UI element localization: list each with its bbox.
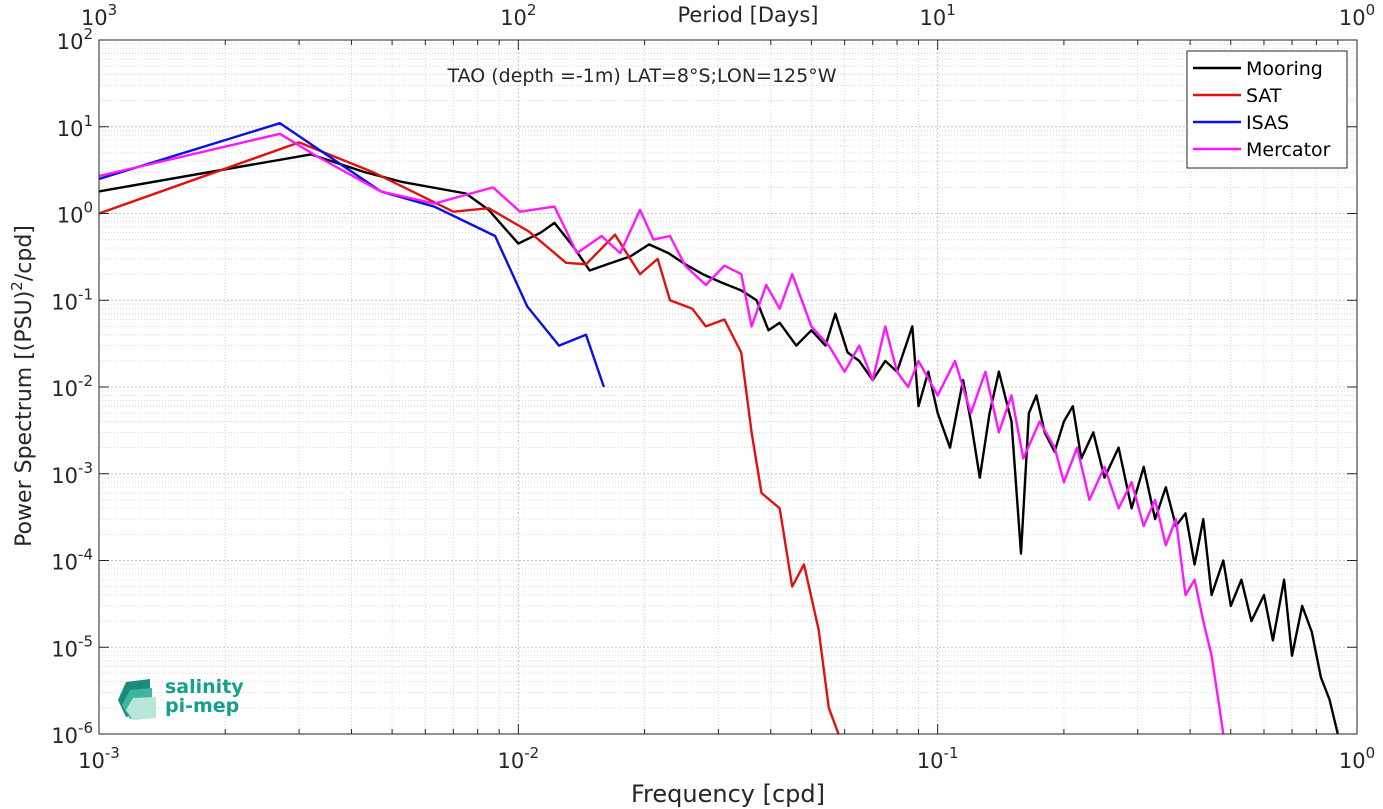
logo-mark-front (126, 697, 156, 720)
x-tick-label: 10-2 (497, 744, 539, 773)
x-axis-label: Frequency [cpd] (631, 780, 825, 808)
y-tick-label: 10-4 (51, 546, 93, 575)
y-tick-label: 10-3 (51, 459, 93, 488)
chart-title: TAO (depth =-1m) LAT=8°S;LON=125°W (446, 65, 836, 87)
series-line-mooring (98, 153, 1339, 735)
top-x-tick-label: 101 (920, 1, 956, 30)
y-tick-label: 100 (57, 199, 93, 228)
y-axis-label-tail: /cpd] (12, 225, 37, 281)
y-axis-label-main: Power Spectrum [(PSU) (12, 291, 37, 547)
y-tick-label: 10-5 (51, 632, 93, 661)
top-x-axis-label: Period [Days] (678, 3, 819, 27)
y-axis-label: Power Spectrum [(PSU)2/cpd] (8, 225, 37, 547)
legend-label-isas: ISAS (1246, 112, 1289, 134)
tick-marks (98, 39, 1358, 735)
logo-text-salinity: salinity (165, 676, 244, 698)
legend: Mooring SAT ISAS Mercator (1186, 50, 1348, 169)
x-tick-label: 100 (1339, 744, 1375, 773)
x-tick-label: 10-3 (78, 744, 120, 773)
series-line-mercator (98, 132, 1225, 735)
y-tick-label: 101 (57, 112, 93, 141)
y-tick-label: 10-1 (51, 285, 93, 314)
y-tick-label: 10-2 (51, 372, 93, 401)
y-tick-label: 10-6 (51, 719, 93, 748)
series-line-isas (98, 122, 606, 388)
series-line-sat (98, 141, 840, 735)
legend-label-sat: SAT (1246, 85, 1282, 107)
logo-text-pi-mep: pi-mep (165, 695, 239, 717)
top-x-tick-label: 100 (1339, 1, 1375, 30)
major-grid (98, 39, 1358, 735)
y-tick-label: 102 (57, 25, 93, 54)
salinity-pi-mep-logo: salinity pi-mep (118, 676, 244, 720)
legend-label-mercator: Mercator (1246, 139, 1331, 161)
top-x-tick-label: 103 (81, 1, 117, 30)
x-tick-label: 10-1 (917, 744, 959, 773)
series-layer (98, 122, 1339, 735)
legend-label-mooring: Mooring (1246, 58, 1323, 80)
top-x-tick-label: 102 (500, 1, 536, 30)
y-axis-label-superscript: 2 (8, 281, 26, 291)
